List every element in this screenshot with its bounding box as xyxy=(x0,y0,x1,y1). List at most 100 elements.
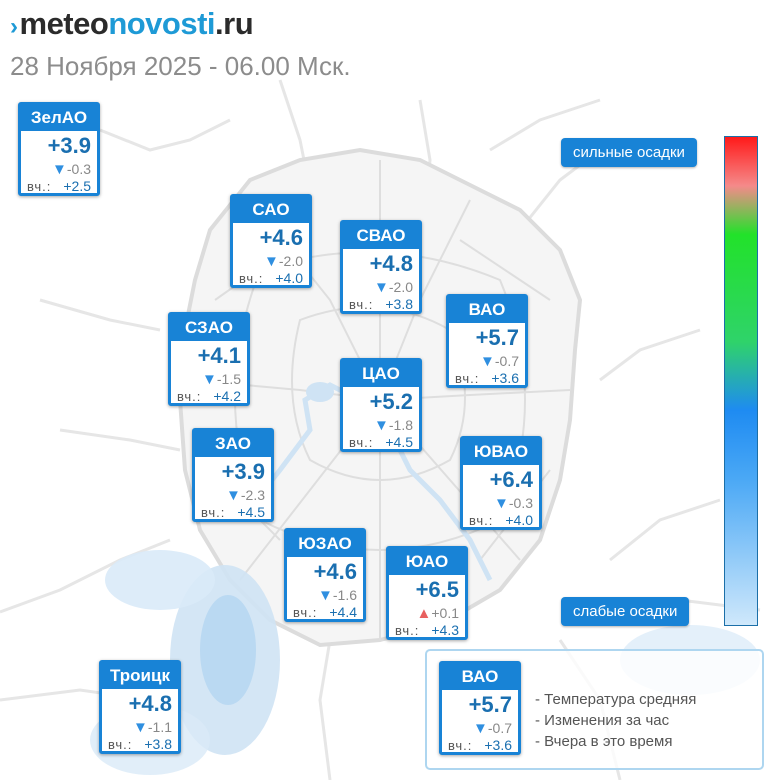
district-name: СВАО xyxy=(342,222,420,249)
down-arrow-icon: ▼ xyxy=(374,417,389,434)
district-name: ВАО xyxy=(448,296,526,323)
yesterday-value: +4.5 xyxy=(385,434,413,450)
yesterday-label: вч.: xyxy=(395,623,420,638)
district-temperature: +4.6 xyxy=(259,225,303,250)
yesterday-value: +4.0 xyxy=(505,512,533,528)
down-arrow-icon: ▼ xyxy=(226,487,241,504)
logo-mark-icon: › xyxy=(10,13,18,40)
district-change: ▼-1.5 xyxy=(202,371,241,388)
down-arrow-icon: ▼ xyxy=(133,719,148,736)
district-card-zao: ЗАО +3.9 ▼-2.3 вч.: +4.5 xyxy=(192,428,274,522)
yesterday-value: +3.8 xyxy=(385,296,413,312)
district-card-yuzao: ЮЗАО +4.6 ▼-1.6 вч.: +4.4 xyxy=(284,528,366,622)
district-change: ▼-0.3 xyxy=(52,161,91,178)
change-value: -0.3 xyxy=(508,495,533,511)
yesterday-label: вч.: xyxy=(239,271,264,286)
district-card-sao: САО +4.6 ▼-2.0 вч.: +4.0 xyxy=(230,194,312,288)
district-temperature: +4.6 xyxy=(313,559,357,584)
district-temperature: +4.8 xyxy=(128,691,172,716)
logo-text-part1: meteo xyxy=(19,6,109,41)
district-name: Троицк xyxy=(101,662,179,689)
yesterday-value: +4.0 xyxy=(275,270,303,286)
change-value: -2.0 xyxy=(388,279,413,295)
yesterday-label: вч.: xyxy=(293,605,318,620)
district-name: САО xyxy=(232,196,310,223)
district-card-troitsk: Троицк +4.8 ▼-1.1 вч.: +3.8 xyxy=(99,660,181,754)
scale-label-heavy: сильные осадки xyxy=(561,138,697,167)
change-value: -1.8 xyxy=(388,417,413,433)
change-value: -1.6 xyxy=(332,587,357,603)
legend-item-change: - Изменения за час xyxy=(535,712,670,729)
yesterday-value: +4.5 xyxy=(237,504,265,520)
district-temperature: +5.2 xyxy=(369,389,413,414)
yesterday-value: +4.4 xyxy=(329,604,357,620)
change-value: -0.7 xyxy=(487,720,512,736)
district-name: ЮЗАО xyxy=(286,530,364,557)
yesterday-label: вч.: xyxy=(349,435,374,450)
legend-sample-yesterday: +3.6 xyxy=(484,737,512,753)
yesterday-label: вч.: xyxy=(177,389,202,404)
down-arrow-icon: ▼ xyxy=(202,371,217,388)
down-arrow-icon: ▼ xyxy=(52,161,67,178)
district-name: СЗАО xyxy=(170,314,248,341)
district-temperature: +5.7 xyxy=(475,325,519,350)
legend-sample-temperature: +5.7 xyxy=(468,692,512,717)
page-subtitle: 28 Ноября 2025 - 06.00 Мск. xyxy=(10,51,351,81)
district-change: ▼-0.3 xyxy=(494,495,533,512)
legend-sample-change: ▼-0.7 xyxy=(473,720,512,737)
district-name: ЦАО xyxy=(342,360,420,387)
change-value: +0.1 xyxy=(431,605,459,621)
district-card-zelao: ЗелАО +3.9 ▼-0.3 вч.: +2.5 xyxy=(18,102,100,196)
district-change: ▼-1.1 xyxy=(133,719,172,736)
district-card-szao: СЗАО +4.1 ▼-1.5 вч.: +4.2 xyxy=(168,312,250,406)
district-temperature: +4.8 xyxy=(369,251,413,276)
yesterday-label: вч.: xyxy=(349,297,374,312)
yesterday-value: +4.2 xyxy=(213,388,241,404)
site-logo[interactable]: ›meteonovosti.ru xyxy=(10,6,254,42)
yesterday-label: вч.: xyxy=(108,737,133,752)
yesterday-label: вч.: xyxy=(448,738,473,753)
legend-item-yesterday: - Вчера в это время xyxy=(535,733,673,750)
logo-text-part2: novosti xyxy=(108,6,216,41)
district-card-vao: ВАО +5.7 ▼-0.7 вч.: +3.6 xyxy=(446,294,528,388)
scale-label-light: слабые осадки xyxy=(561,597,690,626)
district-temperature: +4.1 xyxy=(197,343,241,368)
district-card-yuvao: ЮВАО +6.4 ▼-0.3 вч.: +4.0 xyxy=(460,436,542,530)
logo-text-part3: .ru xyxy=(215,6,254,41)
district-change: ▼-1.8 xyxy=(374,417,413,434)
change-value: -1.5 xyxy=(216,371,241,387)
district-name: ЗАО xyxy=(194,430,272,457)
district-name: ЮВАО xyxy=(462,438,540,465)
legend-sample-card: ВАО +5.7 ▼-0.7 вч.: +3.6 xyxy=(439,661,521,755)
district-temperature: +6.5 xyxy=(415,577,459,602)
down-arrow-icon: ▼ xyxy=(374,279,389,296)
district-name: ЮАО xyxy=(388,548,466,575)
district-temperature: +3.9 xyxy=(221,459,265,484)
yesterday-label: вч.: xyxy=(455,371,480,386)
change-value: -2.3 xyxy=(240,487,265,503)
district-change: ▼-2.0 xyxy=(264,253,303,270)
yesterday-label: вч.: xyxy=(201,505,226,520)
district-card-yuao: ЮАО +6.5 ▲+0.1 вч.: +4.3 xyxy=(386,546,468,640)
up-arrow-icon: ▲ xyxy=(416,605,432,622)
down-arrow-icon: ▼ xyxy=(318,587,333,604)
change-value: -0.3 xyxy=(66,161,91,177)
down-arrow-icon: ▼ xyxy=(494,495,509,512)
down-arrow-icon: ▼ xyxy=(473,720,488,737)
district-change: ▼-2.0 xyxy=(374,279,413,296)
district-name: ЗелАО xyxy=(20,104,98,131)
yesterday-value: +4.3 xyxy=(431,622,459,638)
legend-item-temperature: - Температура средняя xyxy=(535,691,697,708)
district-change: ▼-2.3 xyxy=(226,487,265,504)
change-value: -1.1 xyxy=(147,719,172,735)
change-value: -0.7 xyxy=(494,353,519,369)
yesterday-value: +3.6 xyxy=(491,370,519,386)
district-change: ▼-1.6 xyxy=(318,587,357,604)
district-card-cao: ЦАО +5.2 ▼-1.8 вч.: +4.5 xyxy=(340,358,422,452)
legend-sample-name: ВАО xyxy=(441,663,519,690)
yesterday-label: вч.: xyxy=(27,179,52,194)
district-card-svao: СВАО +4.8 ▼-2.0 вч.: +3.8 xyxy=(340,220,422,314)
change-value: -2.0 xyxy=(278,253,303,269)
district-change: ▲+0.1 xyxy=(417,605,460,622)
precipitation-scale-bar xyxy=(724,136,758,626)
